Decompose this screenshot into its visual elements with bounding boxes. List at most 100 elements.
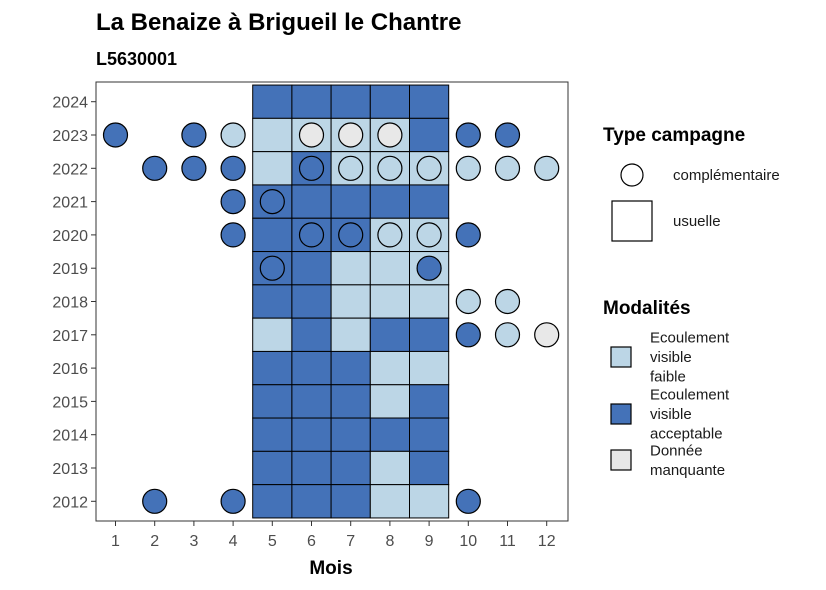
tile-2017-7 <box>330 317 371 352</box>
tile-2012-9 <box>409 484 450 519</box>
x-tick-label-4: 4 <box>229 533 238 550</box>
tile-2018-7 <box>330 284 371 319</box>
tile-2015-7 <box>330 384 371 419</box>
tile-2012-8 <box>369 484 410 519</box>
tile-2020-5 <box>252 217 293 253</box>
chart-title: La Benaize à Brigueil le Chantre <box>96 9 461 36</box>
point-2023-3 <box>181 122 207 148</box>
tile-2019-6 <box>291 251 332 286</box>
point-2022-7 <box>338 155 364 181</box>
tile-2016-7 <box>330 350 371 386</box>
tile-2016-5 <box>252 350 293 386</box>
legend-color-key-faible <box>610 346 632 368</box>
tile-2018-9 <box>409 284 450 319</box>
x-tick-label-2: 2 <box>150 533 159 550</box>
point-2023-10 <box>455 122 481 148</box>
legend-shape-label-0: complémentaire <box>673 167 780 184</box>
y-tick-label-2014: 2014 <box>52 428 88 445</box>
point-2023-7 <box>338 122 364 148</box>
point-2012-10 <box>455 488 481 514</box>
legend-color-label-manquante: Donnée manquante <box>650 442 725 479</box>
legend-modalites: Modalités Ecoulement visible faibleEcouleme… <box>603 298 730 479</box>
x-tick-label-8: 8 <box>385 533 394 550</box>
y-tick-label-2021: 2021 <box>52 195 88 212</box>
y-tick-label-2022: 2022 <box>52 161 88 178</box>
point-2023-1 <box>102 122 129 148</box>
point-2018-10 <box>455 288 481 315</box>
point-2017-12 <box>534 322 560 348</box>
legend-type-campagne-title: Type campagne <box>603 125 745 146</box>
tile-2012-7 <box>330 484 371 519</box>
x-tick-label-12: 12 <box>538 533 556 550</box>
point-2020-8 <box>377 222 403 248</box>
y-tick-label-2020: 2020 <box>52 228 88 245</box>
point-2017-10 <box>455 322 481 348</box>
tile-2016-8 <box>369 350 410 386</box>
tile-2021-9 <box>409 184 450 219</box>
point-2023-8 <box>377 122 403 148</box>
y-axis: 2012 2013 2014 2015 2016 2017 2018 2019 2020 2021… <box>52 95 96 511</box>
y-tick-label-2016: 2016 <box>52 361 88 378</box>
tile-2016-6 <box>291 350 332 386</box>
x-tick-label-9: 9 <box>425 533 434 550</box>
point-2022-4 <box>220 155 246 181</box>
legend-modalites-title: Modalités <box>603 298 691 319</box>
x-tick-label-7: 7 <box>346 533 355 550</box>
tile-2019-7 <box>330 251 371 286</box>
legend-circle-key <box>620 163 644 187</box>
tile-2017-5 <box>252 317 293 352</box>
tile-2017-9 <box>409 317 450 352</box>
x-axis-title: Mois <box>309 558 352 579</box>
tile-2013-6 <box>291 450 332 486</box>
point-2022-11 <box>494 155 521 181</box>
point-2020-9 <box>416 222 442 248</box>
plot-panel <box>95 81 569 522</box>
legend-color-key-manquante <box>610 449 632 471</box>
tile-2015-6 <box>291 384 332 419</box>
y-tick-label-2012: 2012 <box>52 494 88 511</box>
tile-2022-5 <box>252 151 293 186</box>
point-2023-11 <box>494 122 521 148</box>
tile-2018-6 <box>291 284 332 319</box>
point-2022-9 <box>416 155 442 181</box>
point-2022-10 <box>455 155 481 181</box>
point-2023-4 <box>220 122 246 148</box>
y-tick-label-2017: 2017 <box>52 328 88 345</box>
legend-color-key-acceptable <box>610 403 632 425</box>
x-tick-label-1: 1 <box>111 533 120 550</box>
point-2012-2 <box>142 488 168 514</box>
tile-2024-9 <box>409 84 450 119</box>
tile-2019-8 <box>369 251 410 286</box>
point-2012-4 <box>220 488 246 514</box>
tile-2015-5 <box>252 384 293 419</box>
tile-2017-6 <box>291 317 332 352</box>
point-2022-3 <box>181 155 207 181</box>
point-2019-5 <box>259 255 285 281</box>
legend-color-label-faible: Ecoulement visible faible <box>650 330 730 386</box>
tile-2024-5 <box>252 84 293 119</box>
point-2022-12 <box>534 155 560 181</box>
x-tick-label-3: 3 <box>189 533 198 550</box>
tile-2024-8 <box>369 84 410 119</box>
tile-2021-6 <box>291 184 332 219</box>
point-2021-5 <box>259 189 285 215</box>
tile-2015-9 <box>409 384 450 419</box>
y-tick-label-2013: 2013 <box>52 461 88 478</box>
point-2018-11 <box>494 288 521 315</box>
point-2020-10 <box>455 222 481 248</box>
tile-2012-6 <box>291 484 332 519</box>
x-tick-label-6: 6 <box>307 533 316 550</box>
point-2022-2 <box>142 155 168 181</box>
tile-2021-8 <box>369 184 410 219</box>
tile-2013-7 <box>330 450 371 486</box>
tile-2014-7 <box>330 417 371 452</box>
point-2020-4 <box>220 222 246 248</box>
point-2017-11 <box>494 322 521 348</box>
point-2023-6 <box>298 122 325 148</box>
point-2022-8 <box>377 155 403 181</box>
chart-subtitle: L5630001 <box>96 49 177 69</box>
tile-2015-8 <box>369 384 410 419</box>
point-2022-6 <box>298 155 325 181</box>
x-tick-label-10: 10 <box>459 533 477 550</box>
